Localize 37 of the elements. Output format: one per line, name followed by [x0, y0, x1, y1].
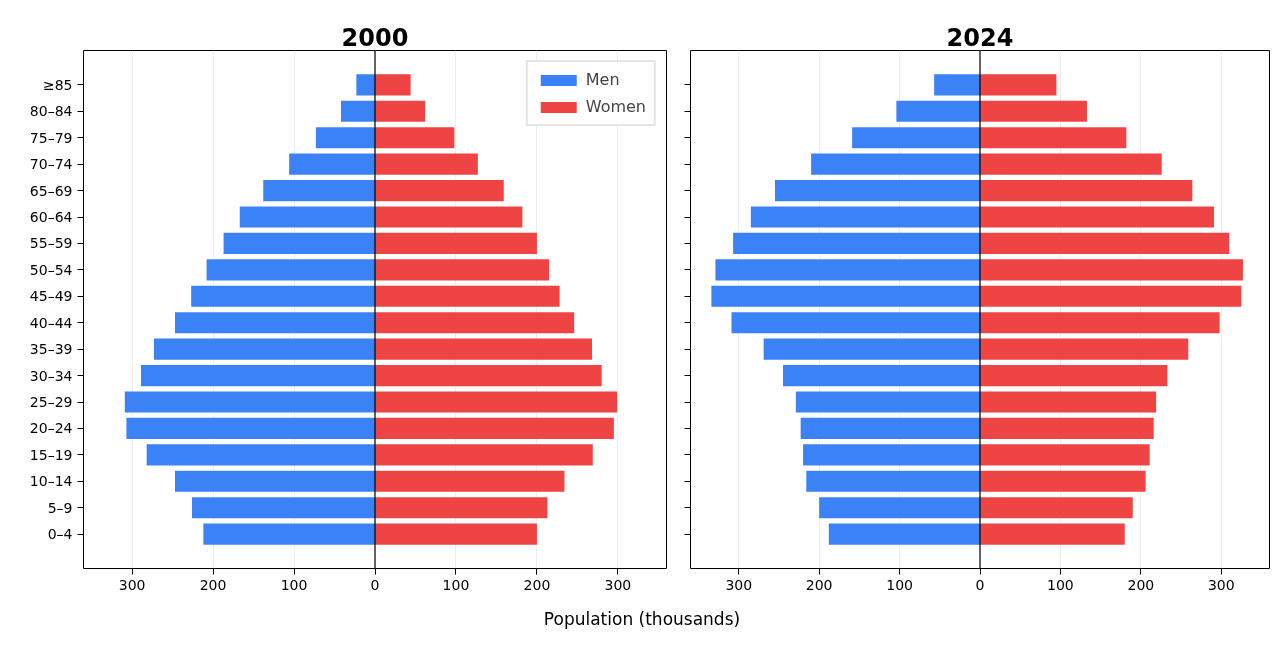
y-tick-label: 5–9 [47, 499, 73, 516]
x-tick-label: 300 [725, 576, 753, 593]
chart-title: 2024 [946, 23, 1014, 52]
x-tick-label: 300 [604, 576, 632, 593]
y-tick-label: 25–29 [29, 394, 73, 410]
x-tick-label: 200 [199, 576, 227, 593]
y-tick-label: 60–64 [29, 209, 73, 225]
y-tick-label: 80–84 [29, 103, 73, 120]
y-tick-label: 75–79 [29, 129, 73, 146]
x-tick-label: 100 [442, 576, 470, 593]
x-tick-label: 300 [1207, 576, 1235, 593]
x-tick-label: 300 [118, 576, 146, 593]
y-tick-label: 55–59 [29, 235, 73, 252]
y-tick-label: 15–19 [29, 446, 73, 463]
x-tick-label: 200 [523, 576, 551, 593]
y-tick-label: 30–34 [29, 367, 73, 384]
y-tick-label: 70–74 [29, 156, 73, 173]
x-tick-label: 100 [886, 576, 913, 593]
legend-label: Women [585, 97, 646, 116]
y-tick-label: 45–49 [29, 288, 73, 305]
y-tick-label: 20–24 [29, 420, 73, 437]
y-tick-label: 35–39 [29, 341, 73, 358]
legend-label: Men [585, 70, 620, 89]
x-tick-label: 0 [370, 576, 380, 593]
y-tick-label: 10–14 [29, 473, 73, 490]
y-tick-label: ≥85 [42, 76, 73, 93]
y-tick-label: 40–44 [29, 314, 73, 331]
x-tick-label: 0 [975, 576, 985, 593]
x-tick-label: 100 [1047, 576, 1074, 593]
x-axis-title: Population (thousands) [543, 608, 741, 631]
y-tick-label: 0–4 [47, 526, 73, 543]
x-tick-label: 200 [1127, 576, 1155, 593]
x-tick-label: 200 [805, 576, 833, 593]
y-tick-label: 50–54 [29, 261, 73, 278]
y-tick-label: 65–69 [29, 182, 73, 199]
chart-title: 2000 [341, 23, 409, 52]
x-tick-label: 100 [280, 576, 308, 593]
